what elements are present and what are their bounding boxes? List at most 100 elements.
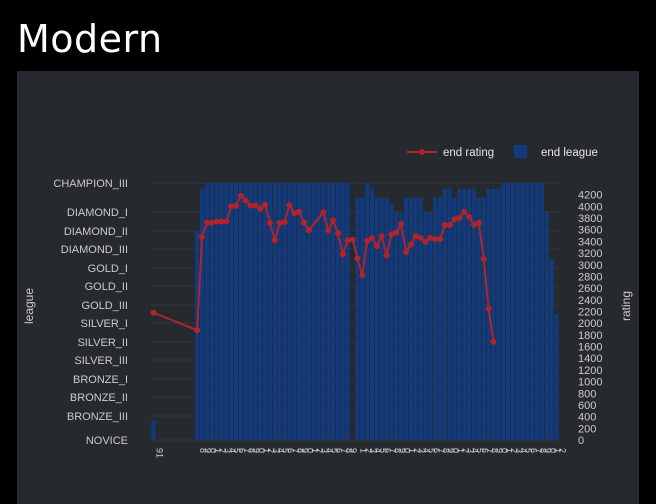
x-tick-label: 5 (281, 448, 291, 453)
x-tick-label: 3 (271, 448, 281, 453)
league-bar (263, 183, 268, 440)
legend-item-end-league[interactable]: end league (541, 147, 598, 159)
x-tick-label: 8 (198, 448, 208, 453)
rating-point (451, 216, 458, 223)
x-tick-label: 8 (538, 448, 548, 453)
league-bar (282, 183, 287, 440)
right-tick-label: 600 (578, 400, 596, 412)
x-tick-label: 7 (485, 448, 495, 453)
x-tick-label: 3 (514, 448, 524, 453)
rating-point (286, 202, 293, 209)
league-bar (316, 183, 321, 440)
rating-point (301, 219, 307, 226)
league-bar (530, 183, 535, 440)
rating-point (407, 241, 414, 248)
x-tick-label: 7 (290, 448, 300, 453)
league-bar (219, 183, 224, 440)
x-tick-label: 5 (524, 448, 534, 453)
league-bar (233, 183, 239, 440)
right-tick-label: 3800 (578, 213, 602, 225)
right-axis-ticks: 0200400600800100012001400160018002000220… (578, 190, 602, 447)
league-bar (321, 183, 326, 440)
x-tick-label: 4 (276, 448, 286, 453)
league-bar (253, 183, 258, 440)
rating-point (330, 217, 337, 224)
x-tick-label: 5 (426, 448, 436, 453)
rating-point (339, 251, 346, 258)
league-bar (214, 183, 219, 440)
right-tick-label: 4000 (578, 201, 602, 213)
x-tick-label: 3 (320, 448, 330, 453)
league-bar (539, 183, 545, 440)
right-tick-label: 200 (578, 423, 596, 435)
x-tick-label: 1 (261, 448, 271, 453)
legend-line-marker (419, 149, 425, 155)
rating-point (349, 236, 356, 243)
right-tick-label: 400 (578, 412, 596, 424)
x-tick-label: 0 (402, 448, 412, 453)
x-tick-label: 2 (558, 448, 568, 453)
league-bar (437, 197, 443, 440)
rating-point (276, 219, 283, 226)
rating-point (466, 213, 473, 220)
right-tick-label: 2400 (578, 295, 602, 307)
right-tick-label: 3400 (578, 236, 602, 248)
rating-point (218, 218, 225, 225)
rating-point (393, 229, 400, 236)
x-tick-label: 8 (392, 448, 402, 453)
legend-item-end-rating[interactable]: end rating (443, 147, 494, 159)
right-tick-label: 1400 (578, 353, 602, 365)
x-tick-label: 2 (218, 448, 228, 453)
league-bar (418, 197, 423, 440)
left-tick-label: SILVER_I (81, 318, 129, 330)
rating-line (150, 192, 497, 345)
rating-point (305, 227, 312, 234)
league-bar (369, 188, 375, 440)
x-tick-label: 6 (383, 448, 393, 453)
league-bar (408, 197, 413, 440)
rating-point (213, 218, 220, 225)
league-bar (326, 183, 331, 440)
left-tick-label: BRONZE_I (73, 374, 128, 386)
league-bar (525, 183, 530, 440)
legend[interactable]: end rating end league (407, 145, 598, 159)
league-bar (355, 197, 360, 440)
right-tick-label: 3200 (578, 248, 602, 260)
rating-point (427, 234, 434, 241)
x-tick-label: 1 (213, 448, 223, 453)
x-tick-label: 91 (154, 448, 164, 458)
x-tick-label: 8 (295, 448, 305, 453)
league-bar (151, 420, 156, 440)
league-bar (229, 183, 234, 440)
rating-point (364, 237, 371, 244)
rating-point (262, 201, 269, 208)
legend-bar-swatch (514, 145, 527, 158)
left-tick-label: BRONZE_II (70, 392, 128, 404)
league-bar (505, 183, 511, 440)
league-bar (399, 212, 404, 440)
league-bar (515, 183, 520, 440)
league-bar (301, 183, 307, 440)
chart-panel: NOVICE BRONZE_III BRONZE_II BRONZE_I SILVER_… (17, 71, 639, 504)
x-tick-label: 1 (310, 448, 320, 453)
left-tick-label: DIAMOND_II (64, 226, 128, 238)
x-tick-label: 0 (256, 448, 266, 453)
rating-point (320, 209, 327, 216)
left-tick-label: DIAMOND_III (61, 244, 128, 256)
x-tick-label: 2 (460, 448, 470, 453)
rating-point (422, 238, 429, 245)
rating-point (437, 236, 443, 243)
league-bar (403, 197, 409, 440)
x-tick-label: 9 (203, 448, 213, 453)
right-tick-label: 2000 (578, 318, 602, 330)
rating-point (199, 233, 205, 240)
league-bar (476, 197, 481, 440)
rating-point (237, 192, 244, 199)
x-tick-label: 9 (349, 448, 359, 453)
rating-point (223, 218, 230, 225)
page-title: Modern (17, 17, 163, 61)
league-bar (209, 183, 214, 440)
league-bar (340, 183, 345, 440)
rating-point (257, 205, 264, 212)
x-tick-label: 0 (451, 448, 461, 453)
